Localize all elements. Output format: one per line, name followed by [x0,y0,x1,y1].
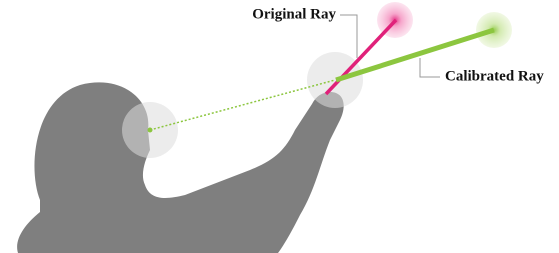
page: Original Ray Calibrated Ray (() => { con… [0,0,559,253]
eye-point [148,128,153,133]
person-silhouette [17,82,344,253]
calibrated-leader [420,58,440,77]
diagram: Original Ray Calibrated Ray [0,0,559,253]
original-ray-label: Original Ray [252,6,336,22]
original-leader [340,15,357,58]
calibrated-ray-label: Calibrated Ray [445,68,544,84]
